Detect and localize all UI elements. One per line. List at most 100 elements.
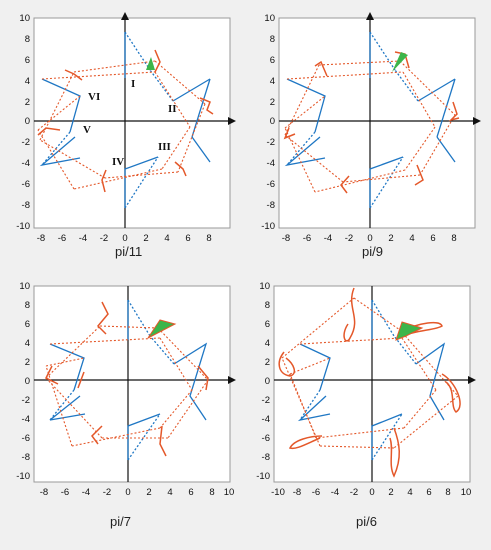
y-tick: 8: [25, 300, 30, 311]
green-sector: [392, 52, 408, 72]
y-tick: 4: [25, 76, 30, 87]
y-tick: 8: [25, 34, 30, 45]
orange-curves: [37, 49, 214, 193]
x-tick: 2: [388, 233, 393, 244]
x-tick: -8: [293, 487, 301, 498]
x-tick-labels: -8 -6 -4 -2 0 2 4 6 8: [37, 233, 212, 244]
x-tick: -6: [303, 233, 311, 244]
label-region-2: II: [168, 103, 177, 115]
orange-curves: [278, 287, 461, 478]
y-tick: -10: [16, 471, 30, 482]
y-tick: -4: [262, 414, 270, 425]
y-tick: -8: [262, 452, 270, 463]
y-tick: -8: [22, 452, 30, 463]
y-tick: 8: [270, 34, 275, 45]
x-axis-arrow-icon: [468, 376, 476, 384]
label-region-5: V: [83, 124, 91, 136]
y-tick: 8: [265, 300, 270, 311]
y-tick: 2: [25, 97, 30, 108]
x-tick: 6: [430, 233, 435, 244]
x-tick: 10: [461, 487, 472, 498]
y-tick-labels: 10 8 6 4 2 0 -2 -4 -6 -8 -10: [261, 13, 275, 232]
label-region-1: I: [131, 78, 135, 90]
y-tick: 4: [270, 76, 275, 87]
panel-pi-6: 10 8 6 4 2 0 -2 -4 -6 -8 -10 -10 -8 -6 -…: [250, 278, 482, 510]
y-tick: -10: [16, 221, 30, 232]
x-tick: 2: [143, 233, 148, 244]
y-tick-labels: 10 8 6 4 2 0 -2 -4 -6 -8 -10: [16, 13, 30, 232]
x-tick: -8: [37, 233, 45, 244]
plot-pi-7: 10 8 6 4 2 0 -2 -4 -6 -8 -10 -8 -6 -4 -2…: [16, 281, 236, 498]
plot-frame: [278, 17, 476, 229]
panel-pi-7: 10 8 6 4 2 0 -2 -4 -6 -8 -10 -8 -6 -4 -2…: [10, 278, 240, 510]
x-tick: -4: [79, 233, 87, 244]
x-tick: 4: [167, 487, 172, 498]
y-tick: -2: [267, 137, 275, 148]
y-tick: 0: [270, 116, 275, 127]
y-tick: -4: [22, 414, 30, 425]
x-tick: -2: [345, 233, 353, 244]
x-tick: -10: [271, 487, 285, 498]
y-tick: -6: [22, 179, 30, 190]
orange-curves: [44, 301, 209, 457]
x-tick-labels: -10 -8 -6 -4 -2 0 2 4 6 8 10: [271, 487, 471, 498]
panel-pi-9: 10 8 6 4 2 0 -2 -4 -6 -8 -10 -8 -6 -4 -2…: [255, 10, 485, 244]
y-tick: 6: [25, 55, 30, 66]
y-tick: 10: [259, 281, 270, 292]
y-tick: 0: [25, 376, 30, 387]
y-tick-labels: 10 8 6 4 2 0 -2 -4 -6 -8 -10: [16, 281, 30, 482]
caption-pi-7: pi/7: [110, 514, 131, 529]
x-tick: -2: [103, 487, 111, 498]
orange-chords: [37, 60, 206, 190]
x-axis-arrow-icon: [228, 117, 236, 125]
y-tick: 10: [264, 13, 275, 24]
y-tick: 0: [265, 376, 270, 387]
x-tick: -6: [61, 487, 69, 498]
x-tick-labels: -8 -6 -4 -2 0 2 4 6 8: [282, 233, 457, 244]
x-tick: 8: [209, 487, 214, 498]
x-tick: -2: [350, 487, 358, 498]
caption-pi-6: pi/6: [356, 514, 377, 529]
y-tick-labels: 10 8 6 4 2 0 -2 -4 -6 -8 -10: [256, 281, 270, 482]
y-tick: 2: [25, 357, 30, 368]
x-tick: 4: [409, 233, 414, 244]
y-tick: 6: [25, 319, 30, 330]
x-tick: -4: [82, 487, 90, 498]
caption-pi-11: pi/11: [115, 244, 143, 259]
x-tick: 8: [206, 233, 211, 244]
label-region-6: VI: [88, 91, 100, 103]
x-tick: -4: [324, 233, 332, 244]
x-tick: 6: [185, 233, 190, 244]
plot-pi-9: 10 8 6 4 2 0 -2 -4 -6 -8 -10 -8 -6 -4 -2…: [261, 12, 481, 244]
y-tick: -2: [22, 395, 30, 406]
green-sector: [146, 57, 155, 70]
y-tick: 4: [265, 338, 270, 349]
y-axis-arrow-icon: [366, 12, 374, 20]
x-tick: 4: [164, 233, 169, 244]
y-tick: -8: [267, 200, 275, 211]
caption-pi-9: pi/9: [362, 244, 383, 259]
x-tick: 0: [122, 233, 127, 244]
y-tick: -10: [256, 471, 270, 482]
x-tick: 6: [426, 487, 431, 498]
x-tick: 2: [146, 487, 151, 498]
y-tick: -2: [262, 395, 270, 406]
y-tick: -10: [261, 221, 275, 232]
plot-pi-11: I II III IV V VI 10 8 6 4 2 0 -2 -4 -6 -…: [16, 12, 236, 244]
x-tick: 2: [388, 487, 393, 498]
x-tick: 10: [224, 487, 235, 498]
y-tick: -4: [267, 158, 275, 169]
x-tick: 4: [407, 487, 412, 498]
y-tick: -6: [267, 179, 275, 190]
x-tick: -6: [312, 487, 320, 498]
x-tick: 0: [367, 233, 372, 244]
x-axis-arrow-icon: [228, 376, 236, 384]
label-region-4: IV: [112, 156, 124, 168]
x-tick: -2: [100, 233, 108, 244]
plot-pi-6: 10 8 6 4 2 0 -2 -4 -6 -8 -10 -10 -8 -6 -…: [256, 281, 476, 498]
green-sector: [147, 319, 177, 339]
plot-frame: [33, 285, 231, 483]
green-sector: [395, 321, 424, 341]
y-tick: 4: [25, 338, 30, 349]
y-axis-arrow-icon: [121, 12, 129, 20]
